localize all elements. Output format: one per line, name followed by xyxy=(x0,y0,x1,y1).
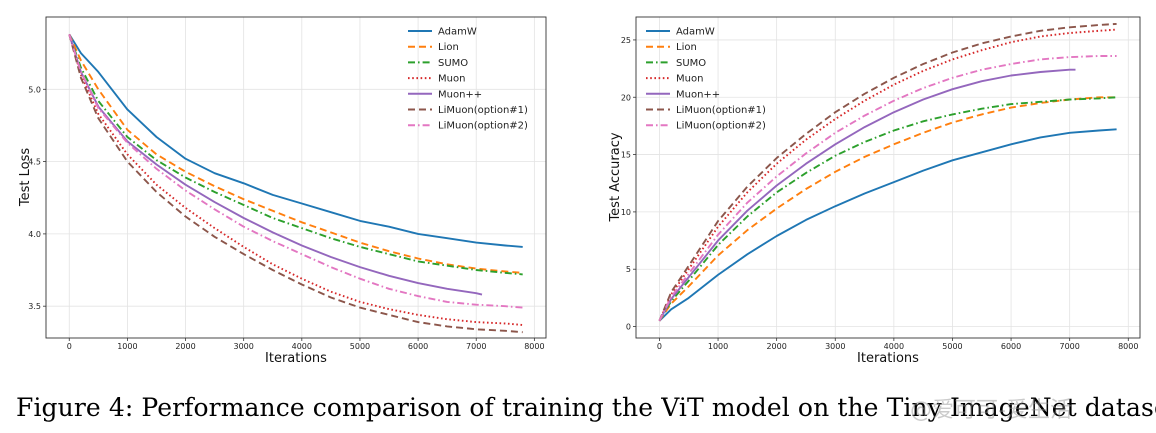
y-tick-label: 5.0 xyxy=(28,85,41,94)
x-tick-label: 6000 xyxy=(408,342,428,351)
x-tick-label: 6000 xyxy=(1001,342,1021,351)
x-tick-label: 0 xyxy=(657,342,662,351)
x-axis-label: Iterations xyxy=(857,351,919,366)
y-tick-label: 25 xyxy=(621,36,631,45)
y-tick-label: 10 xyxy=(621,208,631,217)
series-line-sumo xyxy=(658,96,1117,322)
legend-label: LiMuon(option#1) xyxy=(676,105,766,116)
test-loss-chart: 0 1000 2000 3000 4000 5000 6000 7000 8000 3.5 4.0 4… xyxy=(18,16,547,366)
plot-frame xyxy=(45,16,547,339)
x-tick-label: 0 xyxy=(67,342,72,351)
y-tick-label: 0 xyxy=(626,323,631,332)
y-axis-label: Test Accuracy xyxy=(608,132,623,222)
x-tick-label: 8000 xyxy=(524,342,544,351)
x-tick-label: 2000 xyxy=(766,342,786,351)
series-line-adamw xyxy=(68,33,523,248)
legend-label: SUMO xyxy=(676,58,706,69)
legend-label: LiMuon(option#2) xyxy=(676,121,766,132)
legend-label: LiMuon(option#2) xyxy=(438,121,528,132)
watermark: @爱可可-爱生活 xyxy=(910,398,1072,423)
series-line-limuon-option-2- xyxy=(658,55,1117,322)
series-line-limuon-option-2- xyxy=(68,34,523,309)
y-axis-label: Test Loss xyxy=(18,148,33,207)
x-tick-label: 4000 xyxy=(884,342,904,351)
y-tick-label: 3.5 xyxy=(28,302,41,311)
x-tick-label: 1000 xyxy=(117,342,137,351)
legend: AdamW Lion SUMO Muon Muon++ LiMuon(option#1) L… xyxy=(408,27,528,132)
series-line-muon xyxy=(68,34,523,326)
y-tick-label: 5 xyxy=(626,265,631,274)
x-axis-label: Iterations xyxy=(265,351,327,366)
legend-label: AdamW xyxy=(438,27,477,38)
x-tick-label: 3000 xyxy=(233,342,253,351)
x-tick-label: 3000 xyxy=(825,342,845,351)
series-line-limuon-option-1- xyxy=(68,34,523,334)
legend-label: LiMuon(option#1) xyxy=(438,105,528,116)
figure-caption: Figure 4: Performance comparison of trai… xyxy=(16,393,1156,422)
x-tick-label: 8000 xyxy=(1118,342,1138,351)
y-tick-label: 15 xyxy=(621,151,631,160)
legend-label: Lion xyxy=(438,42,459,53)
x-tick-label: 1000 xyxy=(708,342,728,351)
x-tick-label: 4000 xyxy=(292,342,312,351)
legend-label: Muon++ xyxy=(438,89,482,100)
series-line-limuon-option-1- xyxy=(658,22,1117,322)
legend-label: Muon++ xyxy=(676,89,720,100)
legend-label: AdamW xyxy=(676,27,715,38)
series-line-lion xyxy=(68,34,523,274)
y-tick-label: 4.5 xyxy=(28,158,41,167)
series-line-lion xyxy=(658,96,1117,322)
legend-label: Muon xyxy=(676,74,703,85)
legend-label: Lion xyxy=(676,42,697,53)
y-tick-label: 4.0 xyxy=(28,230,41,239)
legend-label: SUMO xyxy=(438,58,468,69)
x-tick-label: 2000 xyxy=(175,342,195,351)
x-tick-label: 5000 xyxy=(942,342,962,351)
series-line-muon- xyxy=(658,68,1076,322)
x-tick-label: 7000 xyxy=(1059,342,1079,351)
y-tick-label: 20 xyxy=(621,93,631,102)
series-line-muon xyxy=(658,28,1117,322)
x-tick-label: 7000 xyxy=(466,342,486,351)
x-tick-label: 5000 xyxy=(350,342,370,351)
legend: AdamW Lion SUMO Muon Muon++ LiMuon(option#1) L… xyxy=(646,27,766,132)
legend-label: Muon xyxy=(438,74,465,85)
series-line-adamw xyxy=(658,128,1117,322)
test-accuracy-chart: 0 1000 2000 3000 4000 5000 6000 7000 8000 0 5 10 15 2… xyxy=(608,16,1141,366)
plot-frame xyxy=(635,16,1141,339)
series-line-sumo xyxy=(68,34,523,276)
